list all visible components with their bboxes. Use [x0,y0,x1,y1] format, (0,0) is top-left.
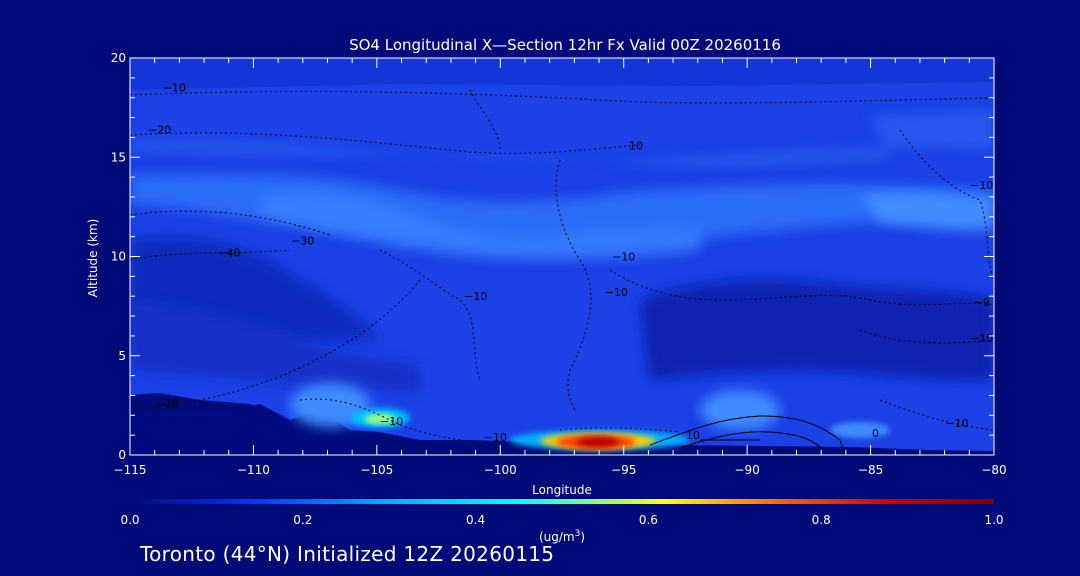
footer-label: Toronto (44°N) Initialized 12Z 20260115 [140,542,555,566]
colorbar [130,499,994,504]
colorbar-tick-label: 0.4 [466,513,485,527]
y-tick-label: 10 [111,250,126,264]
colorbar-tick-label: 0.6 [639,513,658,527]
contour-label: −10 [970,332,993,345]
x-tick-label: −110 [237,463,270,477]
y-axis: 0 5 10 15 20 [111,51,994,462]
contour-label: −10 [605,286,628,299]
y-tick-label: 0 [118,448,126,462]
x-tick-label: −105 [360,463,393,477]
colorbar-label-end: ) [580,530,585,544]
colorbar-tick-label: 1.0 [984,513,1003,527]
y-axis-label: Altitude (km) [86,219,100,298]
contour-label: −10 [484,431,507,444]
contour-label: −40 [217,247,240,260]
contour-label: 10 [686,429,700,442]
x-tick-label: −90 [734,463,759,477]
colorbar-label-unit: (ug/m [539,530,575,544]
colorbar-ticks: 0.0 0.2 0.4 0.6 0.8 1.0 [120,513,1003,527]
contour-label: −10 [612,250,635,263]
contour-label: −20 [148,123,171,136]
x-tick-label: −100 [484,463,517,477]
contour-label: −30 [291,235,314,248]
y-tick-label: 20 [111,51,126,65]
x-tick-label: −115 [114,463,147,477]
colorbar-tick-label: 0.2 [293,513,312,527]
contour-label: −10 [464,290,487,303]
x-tick-label: −85 [858,463,883,477]
contour-label: −9 [974,296,990,309]
contour-label: −20 [155,397,178,410]
contour-label: −10 [380,415,403,428]
colorbar-tick-label: 0.0 [120,513,139,527]
colorbar-tick-label: 0.8 [812,513,831,527]
y-tick-label: 5 [118,349,126,363]
contour-label: 0 [872,427,879,440]
y-tick-label: 15 [111,150,126,164]
x-axis-label: Longitude [532,483,592,497]
x-tick-label: −80 [981,463,1006,477]
concentration-field [130,58,994,455]
contour-label: −10 [163,82,186,95]
colorbar-label: (ug/m3) [539,529,585,544]
contour-label: −10 [970,179,993,192]
contour-label: −10 [945,417,968,430]
contour-labels: −10 −20 10 −10 −30 −40 −10 −10 −10 −9 −10 −20 −10 −10… [148,82,993,444]
colorbar-label-sup: 3 [575,529,581,539]
x-axis: −115 −110 −105 −100 −95 −90 −85 −80 [114,58,1007,477]
contour-label: 10 [629,139,643,152]
chart-title: SO4 Longitudinal X—Section 12hr Fx Valid… [349,36,781,54]
x-tick-label: −95 [611,463,636,477]
contour-lines [130,89,994,455]
